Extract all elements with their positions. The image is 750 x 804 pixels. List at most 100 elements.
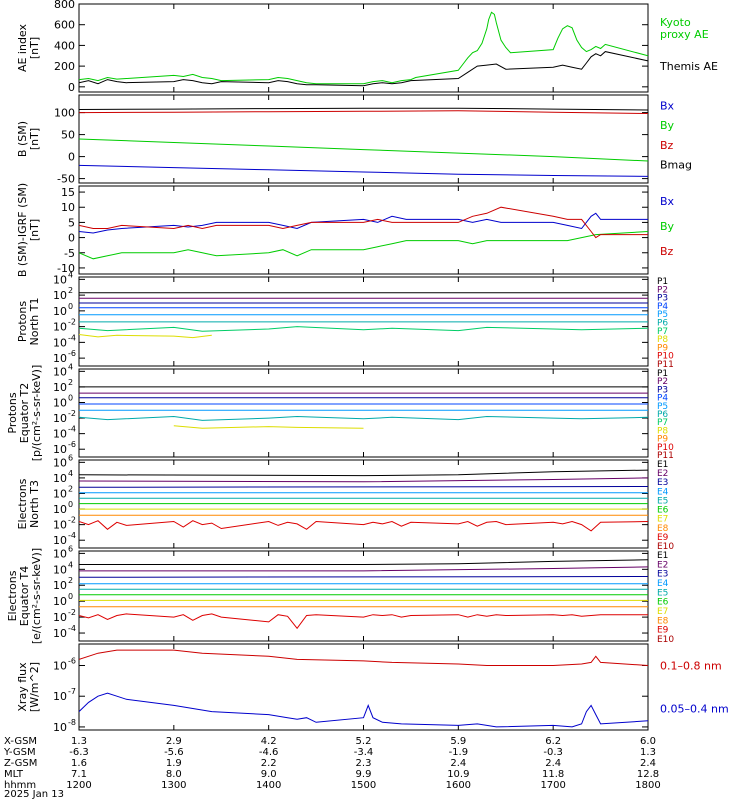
series-themis-ae [79,51,648,87]
y-axis-label: Electrons [6,570,19,621]
x-row-label: Z-GSM [4,758,37,769]
series-p6 [79,415,648,421]
y-tick-exponent: -2 [68,318,76,327]
x-tick-label: 10.9 [447,769,469,780]
y-axis-label: [p/(cm²-s-sr-keV)] [30,365,43,462]
legend-entry: E4 [657,487,669,497]
x-tick-label: 4.2 [261,736,277,747]
legend-entry: P9 [657,343,668,353]
y-axis-label: [e/(cm²-s-sr-keV)] [30,548,43,644]
y-tick-label: 10 [61,201,75,214]
legend-entry: By [660,220,675,233]
x-tick-label: 9.0 [261,769,277,780]
legend-entry: Themis AE [659,60,718,73]
legend-entry: Bx [660,195,675,208]
legend-entry: P11 [657,451,674,461]
y-tick-label: 10 [53,365,67,378]
legend-entry: P6 [657,319,668,329]
series-0-05-0-4-nm [79,692,648,728]
x-row-label: MLT [4,769,24,780]
series-by [79,231,648,260]
y-tick-label: 10 [53,443,67,456]
legend-entry: E6 [657,598,669,608]
series-0-1-0-8-nm [79,649,648,666]
y-tick-label: 10 [53,428,67,441]
y-tick-label: 10 [53,487,67,500]
legend-entry: P4 [657,302,668,312]
panel-bsm: -50 0 50 100 B (SM) [nT] Bx By Bz Bmag [16,94,692,186]
x-tick-label: 8.0 [166,769,182,780]
y-tick-label: 10 [53,456,67,469]
panel-bigrf: -10 -5 0 5 10 15 B (SM)-IGRF (SM) [nT] Bx By Bz [16,183,675,277]
y-axis-label: Xray flux [16,662,29,712]
x-tick-label: -4.6 [259,747,279,758]
y-tick-label: 10 [53,412,67,425]
legend-entry: Bmag [660,158,692,171]
legend-entry: E5 [657,496,668,506]
legend-entry: Bz [660,139,674,152]
series-bx [79,212,648,234]
series-e3 [79,486,648,488]
y-tick-exponent: 2 [68,484,73,493]
legend-entry: Kyoto [660,16,691,29]
y-tick-exponent: -4 [68,531,76,540]
x-row-label: Y-GSM [3,747,36,758]
series-e1 [79,559,648,565]
y-tick-label: 10 [53,396,67,409]
y-tick-label: 0 [68,81,75,94]
legend-entry: E9 [657,533,669,543]
y-tick-label: 10 [53,721,67,734]
legend-entry: P1 [657,277,668,287]
y-tick-exponent: 0 [68,592,73,601]
y-tick-label: 0 [68,151,75,164]
series-p7 [79,326,648,332]
y-tick-label: 400 [54,39,75,52]
legend-entry: P7 [657,327,668,337]
legend-entry: P5 [657,402,668,412]
x-axis-table: X-GSM 1.3 2.9 4.2 5.2 5.9 6.2 6.0 Y-GSM -6.3 -5.6 -… [3,736,661,800]
y-tick-label: 10 [53,381,67,394]
x-tick-label: 1.9 [166,758,182,769]
x-tick-label: 2.4 [640,758,656,769]
y-axis-label: B (SM) [16,121,29,157]
legend-entry: P3 [657,385,668,395]
y-tick-label: 10 [53,660,67,673]
y-tick-label: 10 [53,579,67,592]
y-tick-label: 10 [53,611,67,624]
y-tick-exponent: -6 [68,657,76,666]
y-tick-label: 800 [54,0,75,11]
legend-entry: E9 [657,626,669,636]
y-tick-label: 10 [53,273,67,286]
legend-entry: Bx [660,100,675,113]
y-tick-exponent: 6 [68,544,73,553]
y-tick-label: 10 [53,519,67,532]
y-tick-label: 0 [68,232,75,245]
x-tick-label: 1400 [256,780,281,791]
y-tick-label: 10 [53,472,67,485]
y-axis-label: Protons [6,392,19,433]
x-tick-label: -0.3 [543,747,563,758]
y-tick-exponent: 4 [68,560,73,569]
y-tick-label: 10 [53,321,67,334]
panel-frame [78,368,649,458]
panel-frame [78,3,649,93]
y-tick-exponent: 4 [68,270,73,279]
series-p8 [79,334,212,339]
date-label: 2025 Jan 13 [4,789,64,800]
x-tick-label: 6.0 [640,736,656,747]
x-tick-label: 6.2 [545,736,561,747]
y-tick-label: 10 [53,336,67,349]
x-tick-label: 2.3 [356,758,372,769]
series-bz [79,206,648,239]
x-tick-label: 1.3 [640,747,656,758]
x-tick-label: 1600 [446,780,471,791]
series-bz [79,110,648,114]
series-e2 [79,566,648,572]
y-tick-label: 10 [53,563,67,576]
legend-entry: E2 [657,469,668,479]
series-bmag [79,107,648,111]
x-row-label: hhmm [4,780,36,791]
x-tick-label: 2.2 [261,758,277,769]
